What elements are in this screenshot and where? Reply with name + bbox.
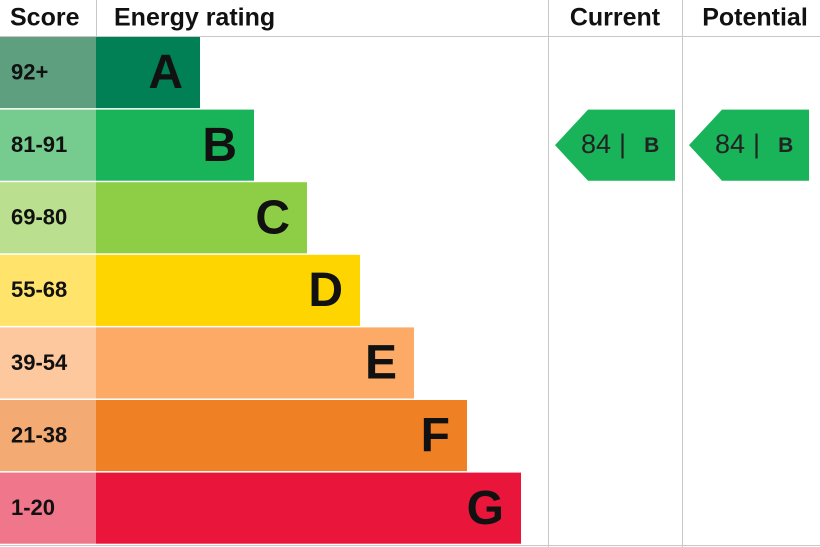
potential-arrow: 84 | B bbox=[689, 109, 809, 181]
current-arrow: 84 | B bbox=[555, 109, 675, 181]
arrow-text: 84 | B bbox=[715, 129, 793, 159]
score-cell bbox=[0, 400, 96, 472]
rating-bar bbox=[96, 400, 467, 472]
rating-bar bbox=[96, 37, 200, 109]
header-current: Current bbox=[570, 4, 661, 32]
score-cell bbox=[0, 37, 96, 109]
rating-letter: D bbox=[308, 264, 343, 317]
rating-bar bbox=[96, 472, 521, 544]
rating-bar bbox=[96, 254, 360, 326]
arrow-text: 84 | B bbox=[581, 129, 659, 159]
arrow-score: 84 bbox=[581, 129, 611, 159]
score-cell bbox=[0, 254, 96, 326]
score-cell bbox=[0, 327, 96, 399]
score-cell bbox=[0, 472, 96, 544]
score-label: 55-68 bbox=[11, 277, 67, 302]
score-label: 81-91 bbox=[11, 132, 67, 157]
header-potential: Potential bbox=[702, 4, 808, 32]
score-label: 92+ bbox=[11, 59, 48, 84]
header-rating: Energy rating bbox=[114, 4, 275, 32]
rating-letter: F bbox=[421, 409, 450, 462]
arrow-score: 84 bbox=[715, 129, 745, 159]
rating-bar bbox=[96, 327, 414, 399]
header-score: Score bbox=[10, 4, 80, 32]
rating-letter: C bbox=[255, 191, 290, 244]
arrow-shape bbox=[689, 109, 809, 181]
rating-letter: E bbox=[365, 337, 397, 390]
rating-bar bbox=[96, 109, 254, 181]
rating-letter: A bbox=[148, 46, 183, 99]
rating-bar bbox=[96, 182, 307, 254]
score-label: 21-38 bbox=[11, 422, 67, 447]
score-label: 1-20 bbox=[11, 495, 55, 520]
arrow-letter: B bbox=[644, 134, 659, 157]
score-cell bbox=[0, 109, 96, 181]
rating-letter: B bbox=[202, 119, 237, 172]
arrow-separator: | bbox=[619, 129, 626, 159]
arrow-separator: | bbox=[753, 129, 760, 159]
arrow-shape bbox=[555, 109, 675, 181]
score-label: 39-54 bbox=[11, 350, 68, 375]
score-label: 69-80 bbox=[11, 205, 67, 230]
arrow-letter: B bbox=[778, 134, 793, 157]
rating-letter: G bbox=[467, 482, 504, 535]
score-cell bbox=[0, 182, 96, 254]
